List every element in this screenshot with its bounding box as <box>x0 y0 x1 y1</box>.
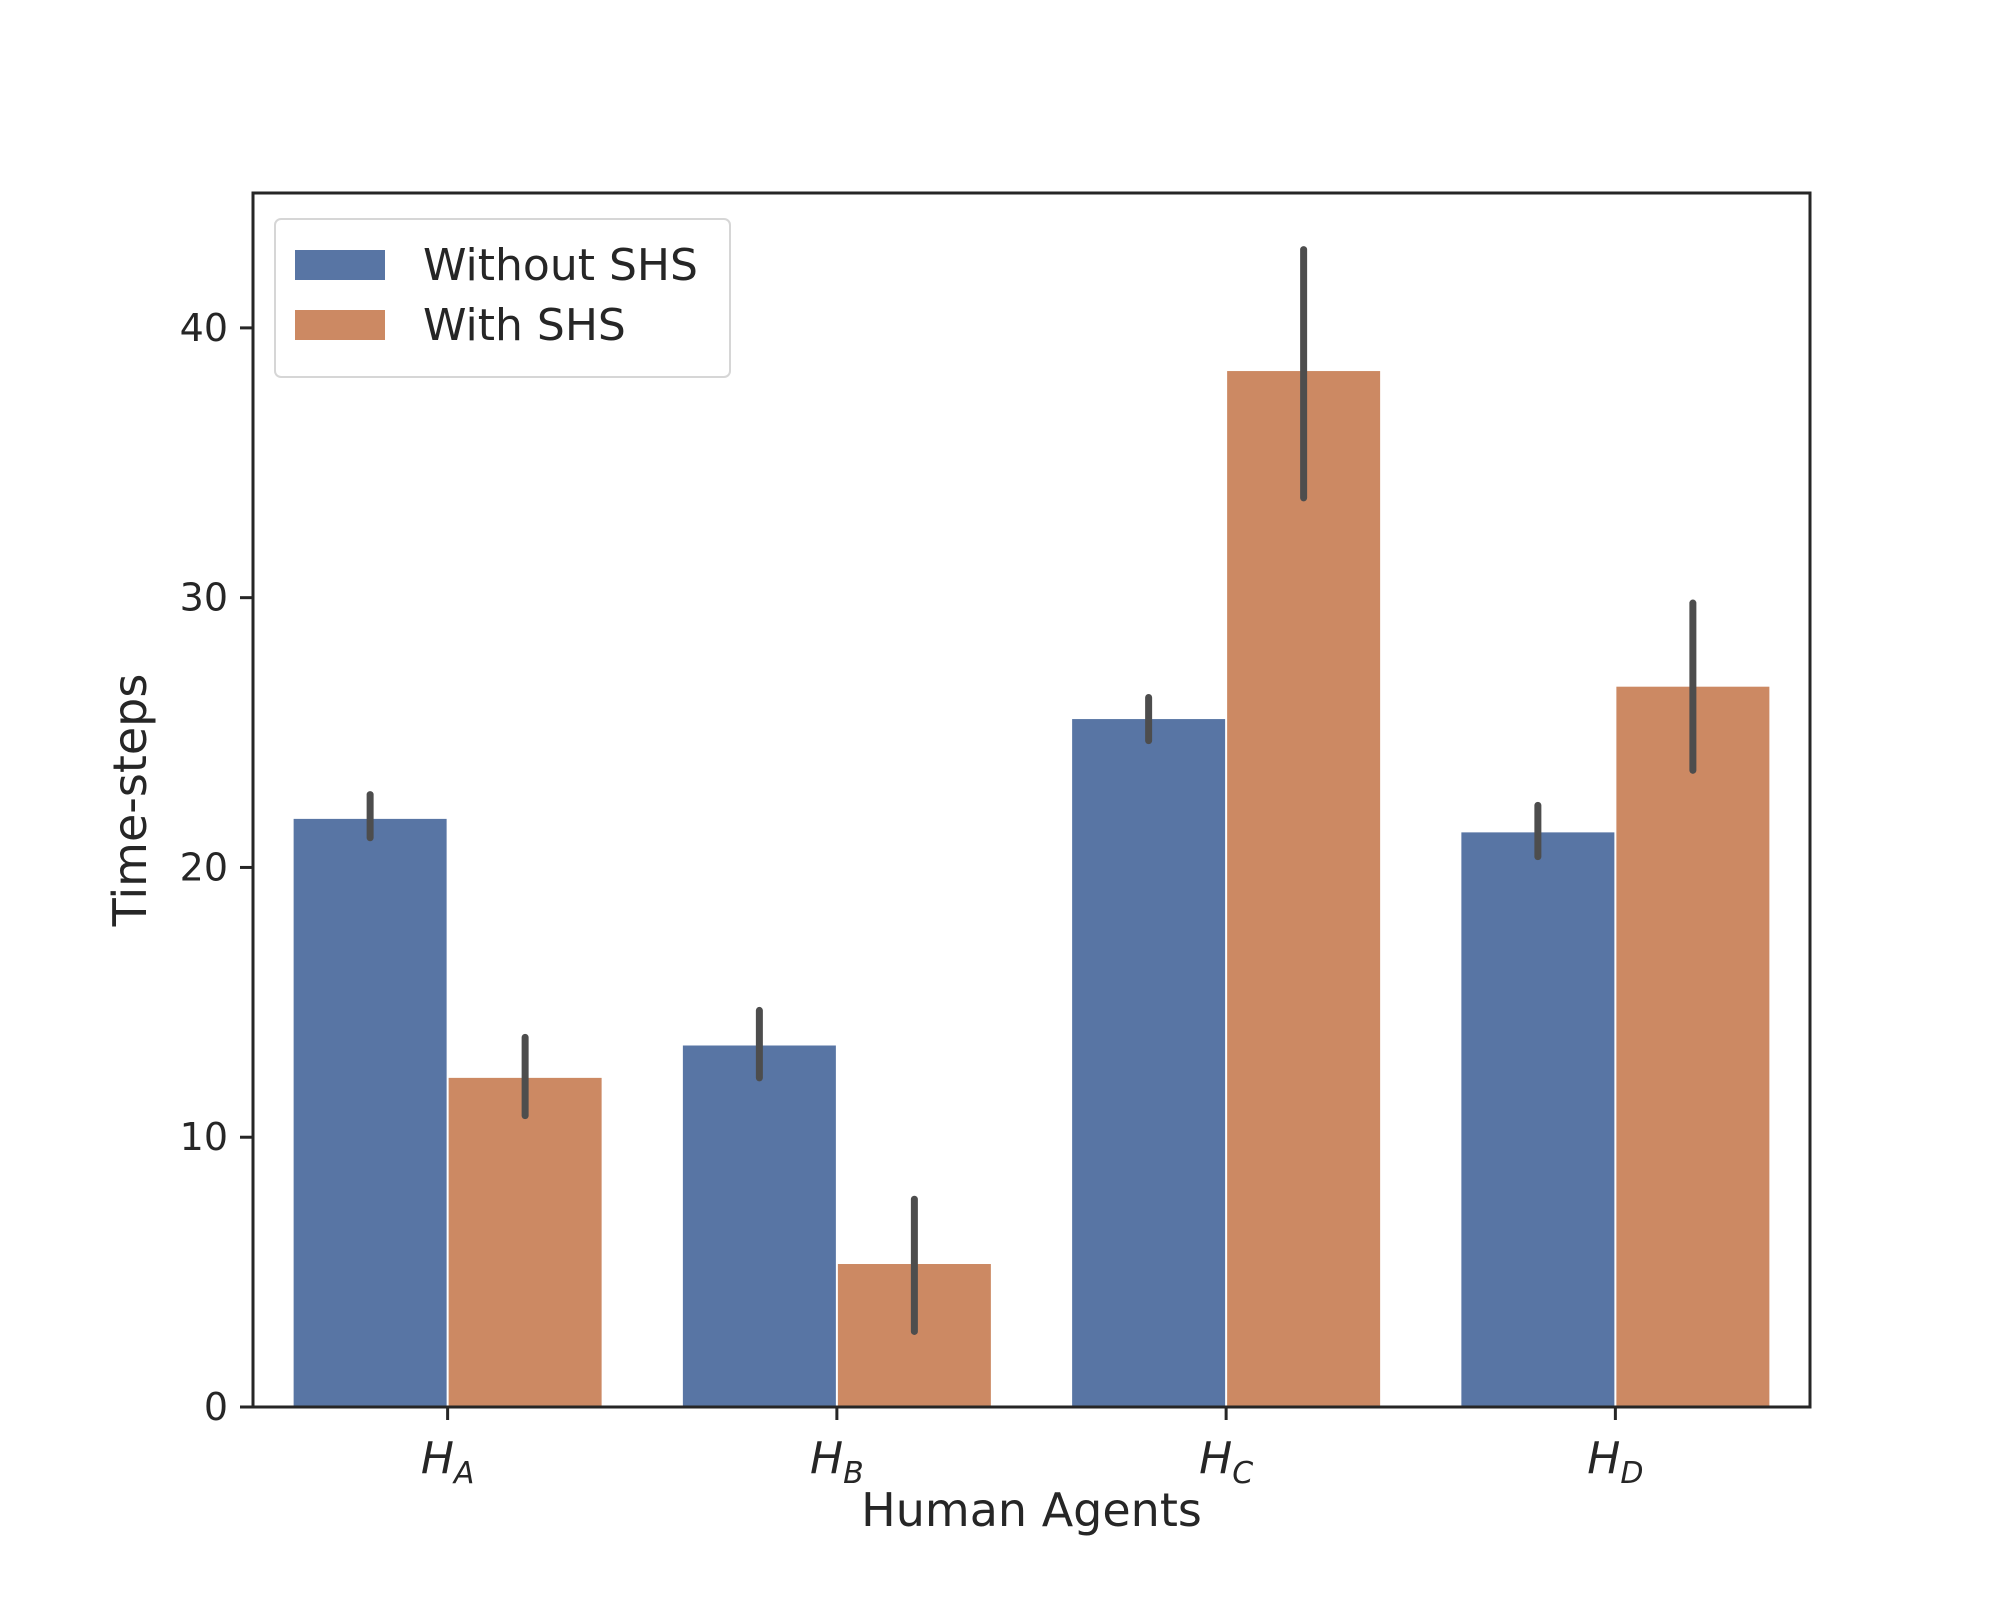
bar-H_D-with-shs <box>1616 686 1770 1407</box>
axes-frame <box>251 191 1812 1409</box>
y-tick-label: 30 <box>180 576 228 620</box>
y-axis-ticks: 0 10 20 30 40 <box>180 306 253 1429</box>
y-axis-label: Time-steps <box>103 674 157 928</box>
bar-H_A-with-shs <box>448 1077 602 1407</box>
legend-label-without-shs: Without SHS <box>423 240 698 291</box>
x-axis-label: Human Agents <box>861 1483 1202 1537</box>
legend-box <box>274 218 731 378</box>
bar-H_C-without-shs <box>1072 719 1226 1407</box>
bar-H_D-without-shs <box>1461 832 1615 1407</box>
y-tick-label: 40 <box>180 306 228 350</box>
bars-layer <box>293 371 1770 1407</box>
legend-label-with-shs: With SHS <box>423 300 626 351</box>
bar-H_C-with-shs <box>1227 371 1381 1407</box>
y-tick-label: 20 <box>180 845 228 889</box>
bar-H_B-without-shs <box>682 1045 836 1407</box>
bar-H_A-without-shs <box>293 818 447 1407</box>
x-tick-label-H_A: HA <box>421 1433 475 1491</box>
y-tick-label: 10 <box>180 1115 228 1159</box>
legend-swatch-without-shs <box>295 250 385 280</box>
legend: Without SHS With SHS <box>274 218 731 378</box>
x-tick-label-H_B: HB <box>810 1433 864 1491</box>
x-tick-label-H_D: HD <box>1587 1433 1643 1491</box>
legend-swatch-with-shs <box>295 310 385 340</box>
y-tick-label: 0 <box>204 1385 228 1429</box>
x-axis-ticks: HA HB HC HD <box>421 1407 1643 1491</box>
x-tick-label-H_C: HC <box>1199 1433 1253 1491</box>
error-bars-layer <box>366 246 1697 1335</box>
